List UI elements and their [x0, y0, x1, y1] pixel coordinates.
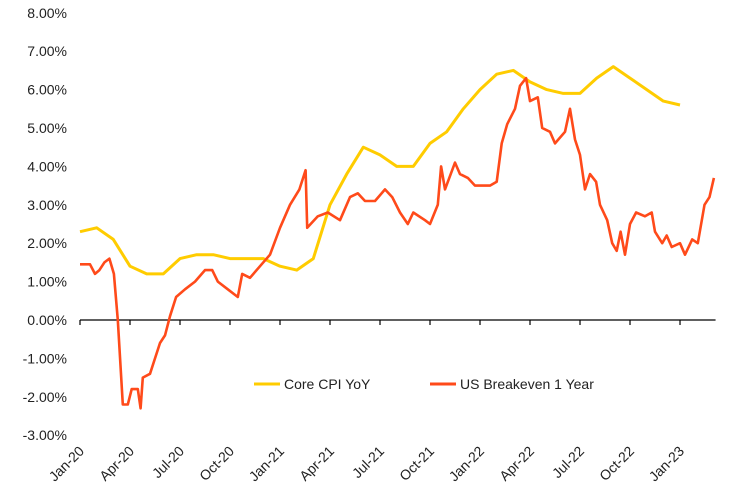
x-tick-label: Oct-20	[196, 443, 237, 484]
legend-label: US Breakeven 1 Year	[460, 376, 594, 392]
y-tick-label: 8.00%	[27, 5, 67, 21]
series-line-core-cpi-yoy	[79, 65, 681, 276]
y-tick-label: 0.00%	[27, 312, 67, 328]
x-tick-label: Apr-20	[96, 443, 137, 484]
y-tick-label: -2.00%	[23, 389, 67, 405]
y-tick-label: 6.00%	[27, 82, 67, 98]
legend-label: Core CPI YoY	[284, 376, 371, 392]
y-tick-label: 4.00%	[27, 158, 67, 174]
y-tick-label: 7.00%	[27, 43, 67, 59]
y-tick-label: -1.00%	[23, 350, 67, 366]
y-tick-label: 5.00%	[27, 120, 67, 136]
x-tick-label: Jul-20	[149, 443, 187, 481]
x-tick-label: Jan-20	[46, 443, 88, 485]
y-tick-label: 3.00%	[27, 197, 67, 213]
y-tick-label: 1.00%	[27, 274, 67, 290]
y-axis-tick-labels: 8.00% 7.00% 6.00% 5.00% 4.00% 3.00% 2.00% 1.00%…	[23, 5, 67, 443]
y-tick-label: -3.00%	[23, 427, 67, 443]
x-tick-label: Oct-21	[396, 443, 437, 484]
x-tick-label: Jul-21	[349, 443, 387, 481]
x-tick-label: Apr-21	[296, 443, 337, 484]
x-tick-label: Jul-22	[549, 443, 587, 481]
x-tick-label: Apr-22	[496, 443, 537, 484]
x-axis: Jan-20 Apr-20 Jul-20 Oct-20 Jan-21 Apr-21 Jul-…	[46, 319, 716, 485]
series-lines	[79, 65, 716, 410]
series-line-us-breakeven-1-year	[80, 76, 716, 410]
y-tick-label: 2.00%	[27, 235, 67, 251]
x-tick-label: Jan-22	[446, 443, 488, 485]
x-tick-label: Jan-21	[246, 443, 288, 485]
legend: Core CPI YoY US Breakeven 1 Year	[254, 376, 594, 392]
x-tick-label: Oct-22	[596, 443, 637, 484]
x-tick-label: Jan-23	[646, 443, 688, 485]
